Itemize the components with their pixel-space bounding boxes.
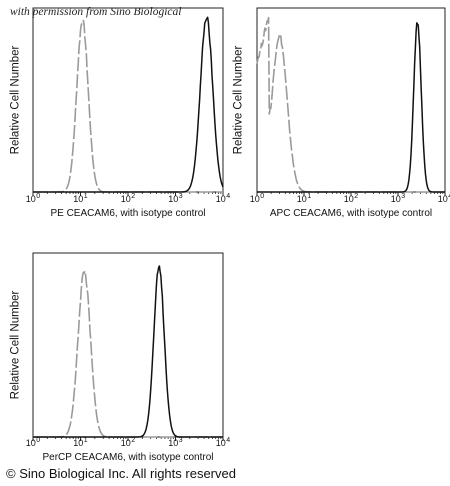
- copyright-text: © Sino Biological Inc. All rights reserv…: [6, 466, 236, 481]
- isotype-control-curve: [256, 16, 446, 193]
- plot-frame: [32, 252, 224, 438]
- x-tick-label: 101: [296, 193, 312, 204]
- x-tick-label: 101: [73, 437, 88, 448]
- histogram-panel-pe: Relative Cell Number 100 101 102 103 104 PE CE…: [0, 0, 230, 230]
- x-axis-label: PE CEACAM6, with isotype control: [50, 208, 206, 219]
- x-tick-label: 102: [343, 193, 359, 204]
- histogram-plot: [32, 7, 224, 196]
- x-tick-label: 103: [168, 437, 183, 448]
- y-axis-label: Relative Cell Number: [231, 45, 244, 155]
- x-tick-label: 102: [120, 193, 136, 204]
- x-tick-label: 100: [249, 193, 265, 204]
- antibody-curve: [256, 22, 446, 193]
- x-tick-label: 104: [215, 193, 231, 204]
- x-tick-label: 104: [437, 193, 450, 204]
- plot-frame: [256, 7, 446, 193]
- x-tick-label: 102: [120, 437, 136, 448]
- x-tick-label: 104: [215, 437, 231, 448]
- histogram-panel-percp: Relative Cell Number 100 101 102 103 104 PerCP…: [0, 245, 230, 465]
- y-axis-label: Relative Cell Number: [8, 290, 21, 400]
- antibody-curve: [32, 16, 224, 193]
- histogram-plot: [32, 252, 224, 441]
- histogram-plot: [256, 7, 446, 196]
- x-axis-label: APC CEACAM6, with isotype control: [269, 208, 433, 219]
- permission-note: with permission from Sino Biological: [10, 6, 182, 18]
- x-tick-label: 101: [73, 193, 88, 204]
- x-tick-label: 103: [390, 193, 406, 204]
- isotype-control-curve: [32, 270, 224, 438]
- x-tick-label: 100: [25, 437, 41, 448]
- antibody-curve: [32, 265, 224, 438]
- histogram-panel-apc: Relative Cell Number 100 101 102 103 104 APC C…: [225, 0, 450, 230]
- x-axis-label: PerCP CEACAM6, with isotype control: [42, 452, 214, 463]
- x-tick-label: 103: [168, 193, 183, 204]
- isotype-control-curve: [32, 19, 224, 193]
- x-tick-label: 100: [25, 193, 41, 204]
- y-axis-label: Relative Cell Number: [8, 45, 21, 155]
